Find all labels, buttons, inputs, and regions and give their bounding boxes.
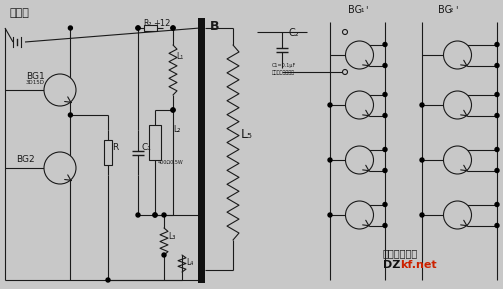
Text: C₁: C₁ [142,144,152,153]
Text: 电路图: 电路图 [10,8,30,18]
Text: +12: +12 [153,19,171,28]
Circle shape [328,158,332,162]
Text: ': ' [455,5,458,15]
Text: 电子开发社区: 电子开发社区 [383,248,418,258]
Circle shape [383,147,387,151]
Text: BG1: BG1 [26,72,45,81]
Circle shape [383,42,387,47]
Text: C₂: C₂ [289,28,300,38]
Text: L₃: L₃ [168,232,176,241]
Circle shape [106,278,110,282]
Bar [104,140,112,165]
Text: L₁: L₁ [176,52,183,61]
Circle shape [495,147,499,151]
Circle shape [171,26,175,30]
Text: BG2: BG2 [16,155,35,164]
Circle shape [420,103,424,107]
Bar [198,18,205,283]
Text: L₅: L₅ [241,129,253,142]
Text: 400Ω0.5W: 400Ω0.5W [158,160,184,165]
Circle shape [44,152,76,184]
Circle shape [444,201,471,229]
Circle shape [346,41,374,69]
Circle shape [495,203,499,207]
Circle shape [383,223,387,227]
Circle shape [346,146,374,174]
Circle shape [162,213,166,217]
Circle shape [495,64,499,68]
Text: L₄: L₄ [186,258,193,267]
Circle shape [343,29,348,34]
Text: R₂: R₂ [143,19,151,28]
Circle shape [495,92,499,97]
Text: B: B [210,20,219,33]
Text: kf.net: kf.net [400,260,437,270]
Circle shape [136,26,140,30]
Circle shape [171,108,175,112]
Circle shape [68,113,72,117]
Circle shape [162,253,166,257]
Text: ₁: ₁ [360,5,363,14]
Text: BG: BG [348,5,362,15]
Circle shape [136,213,140,217]
Text: BG: BG [438,5,452,15]
Bar [144,25,157,31]
Circle shape [153,213,157,217]
Circle shape [383,114,387,118]
Circle shape [346,91,374,119]
Text: 3D15D: 3D15D [26,80,45,85]
Circle shape [420,158,424,162]
Circle shape [495,168,499,173]
Circle shape [495,42,499,47]
Circle shape [495,114,499,118]
Text: 短路时间由此决定: 短路时间由此决定 [272,70,295,75]
Circle shape [383,203,387,207]
Circle shape [171,108,175,112]
Circle shape [343,69,348,75]
Circle shape [171,26,175,30]
Text: C1=0.1μF: C1=0.1μF [272,63,296,68]
Text: L₂: L₂ [173,125,181,134]
Circle shape [44,74,76,106]
Circle shape [383,64,387,68]
Circle shape [328,213,332,217]
Circle shape [444,91,471,119]
Circle shape [68,26,72,30]
Circle shape [328,103,332,107]
Circle shape [383,168,387,173]
Text: DZ: DZ [383,260,400,270]
Text: ₂: ₂ [450,5,453,14]
Circle shape [495,223,499,227]
Circle shape [153,213,157,217]
Circle shape [420,213,424,217]
Circle shape [383,92,387,97]
Bar [149,125,161,160]
Circle shape [136,26,140,30]
Text: R: R [112,144,118,153]
Circle shape [444,41,471,69]
Text: ': ' [365,5,368,15]
Circle shape [444,146,471,174]
Circle shape [346,201,374,229]
